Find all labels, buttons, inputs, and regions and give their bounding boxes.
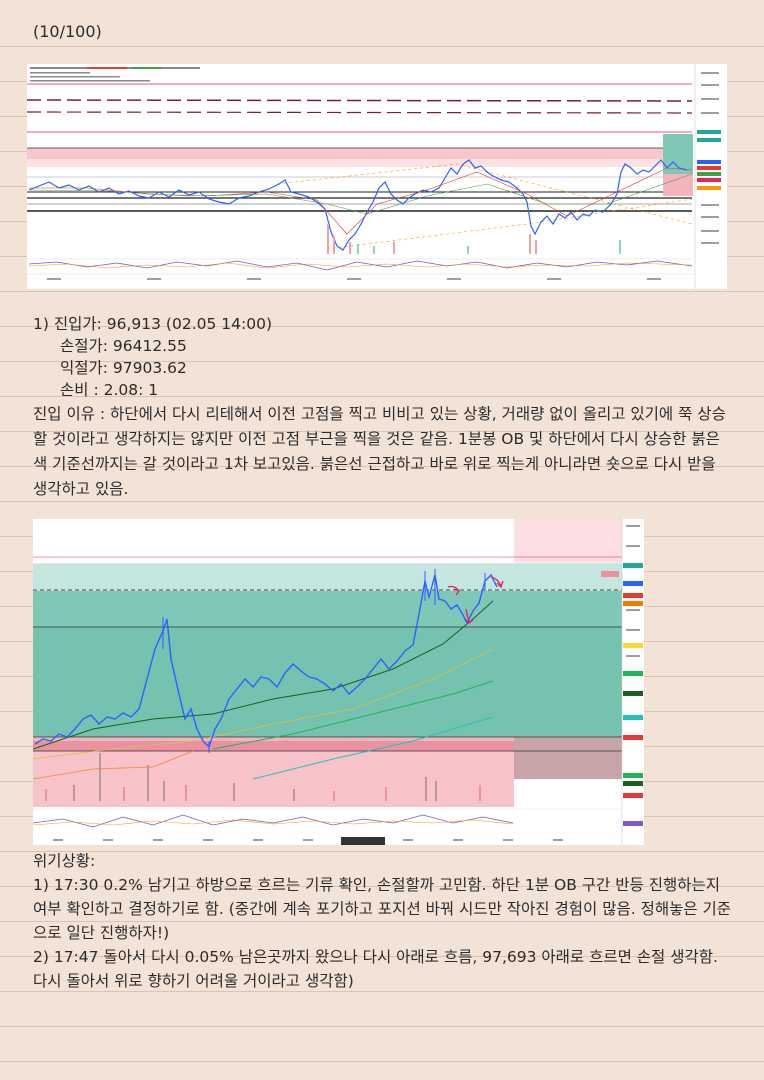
overview-chart-canvas [27, 64, 727, 289]
zoomed-chart-screenshot [33, 519, 644, 845]
page-counter: (10/100) [33, 22, 102, 41]
take-profit-price: 익절가: 97903.62 [60, 359, 187, 377]
risk-reward-ratio: 손비 : 2.08: 1 [60, 381, 159, 399]
zoomed-chart-canvas [33, 519, 644, 845]
crisis-item-2: 2) 17:47 돌아서 다시 0.05% 남은곳까지 왔으나 다시 아래로 흐… [33, 948, 718, 990]
stop-loss-price: 손절가: 96412.55 [60, 337, 187, 355]
overview-chart-screenshot [27, 64, 727, 289]
crisis-item-1: 1) 17:30 0.2% 남기고 하방으로 흐르는 기류 확인, 손절할까 고… [33, 876, 732, 942]
crisis-notes: 위기상황: 1) 17:30 0.2% 남기고 하방으로 흐르는 기류 확인, … [33, 849, 733, 993]
entry-price: 1) 진입가: 96,913 (02.05 14:00) [33, 315, 272, 333]
entry-parameters: 1) 진입가: 96,913 (02.05 14:00) 손절가: 96412.… [33, 313, 272, 401]
entry-reason: 진입 이유 : 하단에서 다시 리테해서 이전 고점을 찍고 비비고 있는 상황… [33, 405, 726, 498]
crisis-title: 위기상황: [33, 852, 96, 870]
